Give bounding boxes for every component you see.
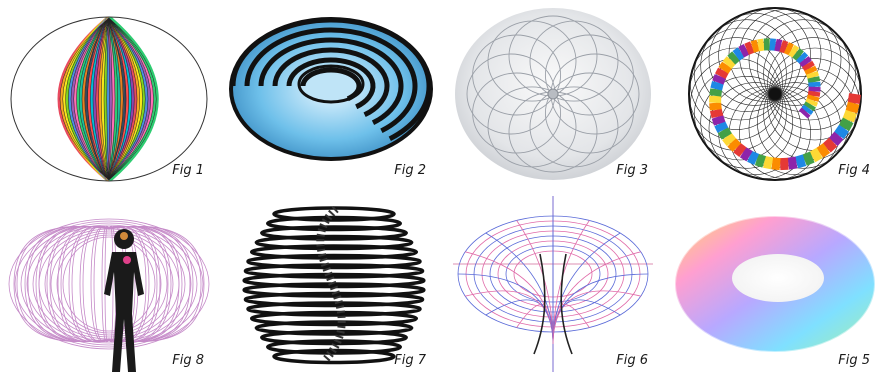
figure-5-caption: Fig 5 [838,353,870,368]
figure-4-caption: Fig 4 [838,163,870,178]
rainbow-spiral-sphere-illustration [688,7,862,181]
figure-8-panel: Fig 8 [4,194,214,374]
human-silhouette-icon [104,229,144,372]
figure-6-caption: Fig 6 [616,353,648,368]
figure-1-caption: Fig 1 [172,163,204,178]
figure-8-caption: Fig 8 [172,353,204,368]
rainbow-smooth-torus-illustration [674,215,876,353]
figure-3-panel: Fig 3 [448,4,658,184]
figure-4-panel: Fig 4 [670,4,880,184]
white-flower-of-life-torus-illustration [455,8,651,180]
figure-6-panel: Fig 6 [448,194,658,374]
figure-2-panel: Fig 2 [226,4,436,184]
figure-7-caption: Fig 7 [394,353,426,368]
figure-5-panel: Fig 5 [670,194,880,374]
figure-3-caption: Fig 3 [616,163,648,178]
human-torus-field-illustration [8,218,210,372]
black-helix-sketch-illustration [242,206,426,365]
striped-sphere-torus-illustration [10,16,208,182]
figure-2-caption: Fig 2 [394,163,426,178]
figure-1-panel: Fig 1 [4,4,214,184]
wireframe-torus-vortex-illustration [453,196,653,372]
figure-7-panel: Fig 7 [226,194,436,374]
blue-spiral-torus-illustration [229,17,433,161]
